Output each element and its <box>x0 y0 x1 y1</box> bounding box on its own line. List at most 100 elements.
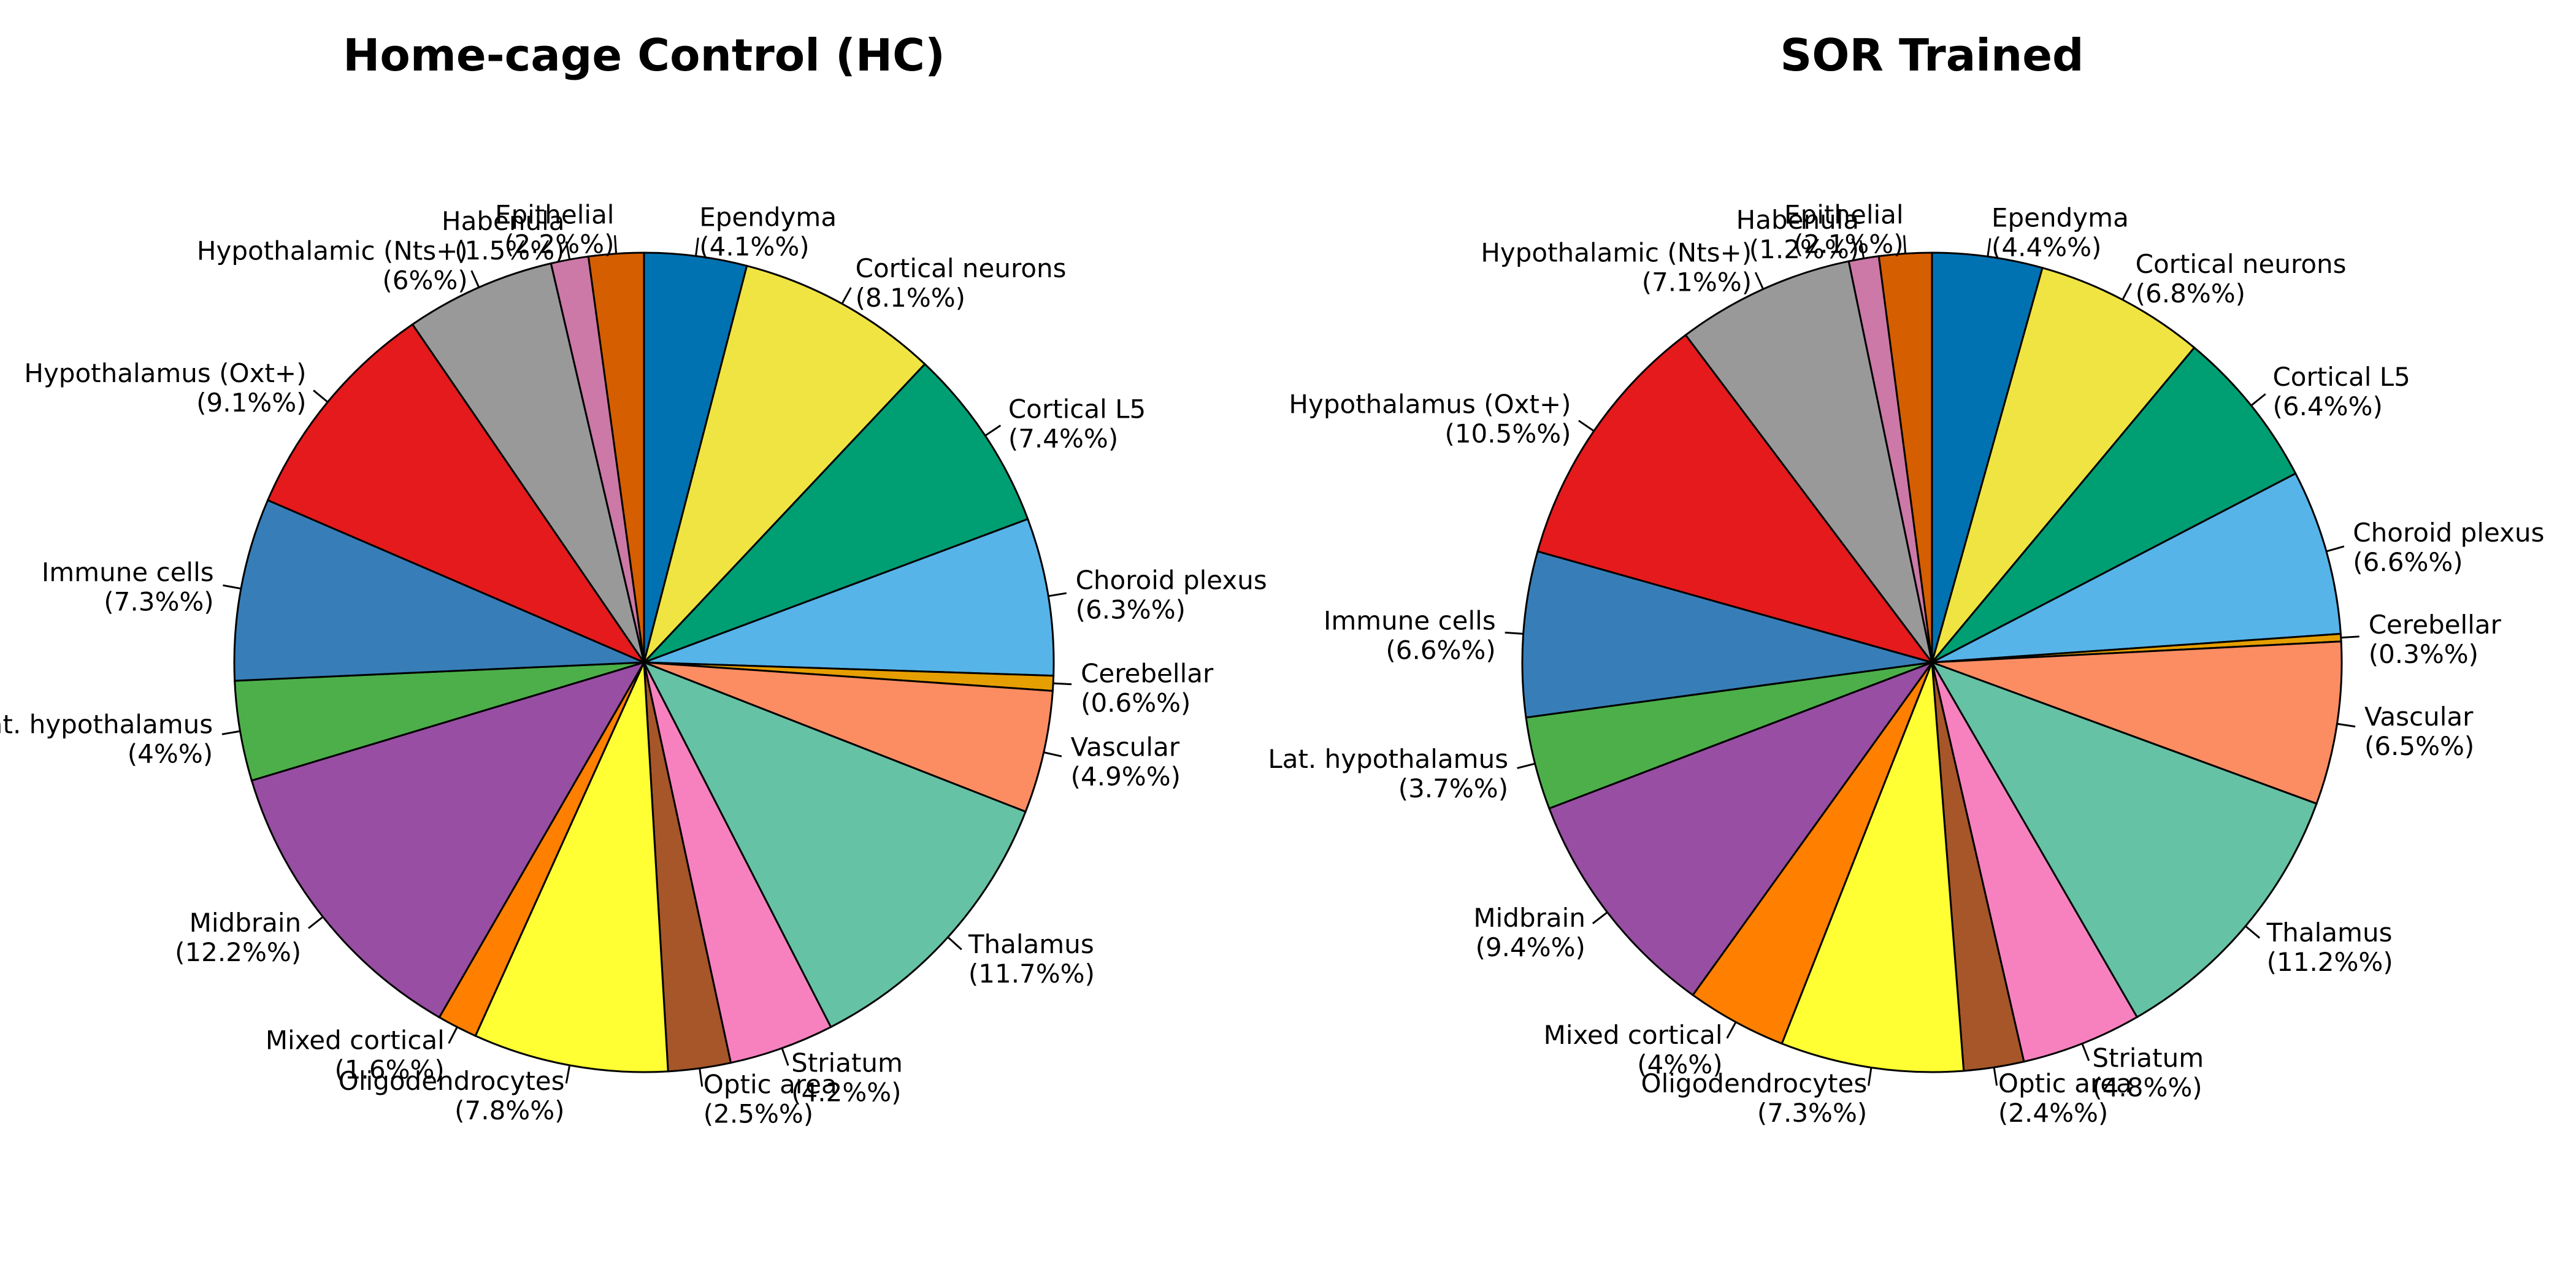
slice-label-hypothalamus-oxt: Hypothalamus (Oxt+) (9.1%%) <box>24 358 306 418</box>
slice-label-name: Optic area <box>703 1069 837 1099</box>
slice-label-percent: (2.1%%) <box>1793 229 1903 259</box>
slice-label-percent: (2.2%%) <box>504 229 614 259</box>
slice-label-percent: (4.4%%) <box>1991 232 2101 263</box>
slice-label-cortical-neurons: Cortical neurons (6.8%%) <box>2136 249 2347 309</box>
slice-striatum <box>1931 662 2139 1063</box>
leader-line-striatum <box>781 1048 789 1066</box>
slice-label-percent: (6.8%%) <box>2136 278 2245 309</box>
leader-line-optic-area <box>1993 1067 1998 1086</box>
slice-label-name: Hypothalamus (Oxt+) <box>24 358 306 388</box>
slice-label-name: Thalamus <box>968 929 1094 959</box>
slice-label-habenula: Habenula (1.5%%) <box>442 206 564 266</box>
slice-label-name: Midbrain <box>1473 903 1585 933</box>
slice-label-percent: (9.4%%) <box>1476 932 1585 962</box>
slice-label-vascular: Vascular (4.9%%) <box>1071 732 1181 792</box>
leader-line-cortical-neurons <box>841 287 852 304</box>
leader-line-immune-cells <box>1505 631 1524 635</box>
leader-line-epithelial <box>614 235 618 254</box>
slice-label-percent: (4.1%%) <box>699 232 809 262</box>
slice-label-lat-hypothalamus: Lat. hypothalamus (3.7%%) <box>1268 744 1508 803</box>
slice-label-percent: (6.3%%) <box>1076 595 1186 625</box>
pie-chart-home-cage-control: Home-cage Control (HC) Ependyma (4.1%%) Co… <box>0 29 1267 1129</box>
slice-label-name: Epithelial <box>495 200 615 230</box>
slice-label-name: Cortical L5 <box>1008 394 1146 424</box>
slice-label-name: Vascular <box>1071 732 1180 762</box>
slices-hc <box>233 251 1055 1073</box>
leader-line-thalamus <box>947 936 962 951</box>
slice-label-percent: (2.4%%) <box>1998 1098 2108 1128</box>
slice-label-percent: (6.6%%) <box>1386 635 1495 665</box>
slice-label-percent: (7.1%%) <box>1642 267 1752 297</box>
slice-label-percent: (4%%) <box>128 739 213 769</box>
slice-label-name: Habenula <box>1736 205 1859 235</box>
slice-label-mixed-cortical: Mixed cortical (1.6%%) <box>266 1025 445 1085</box>
leader-line-immune-cells <box>223 584 242 590</box>
slice-label-name: Cortical neurons <box>856 253 1067 283</box>
slice-label-percent: (4.8%%) <box>2092 1072 2202 1102</box>
leader-line-ependyma <box>1987 238 1991 257</box>
slice-label-name: Immune cells <box>1324 605 1496 635</box>
slice-midbrain <box>1547 660 1935 997</box>
leader-line-ependyma <box>695 237 699 256</box>
slice-label-name: Oligodendrocytes <box>339 1066 565 1096</box>
slice-label-vascular: Vascular (6.5%%) <box>2364 702 2474 761</box>
slice-thalamus <box>1930 661 2318 1019</box>
slice-label-choroid-plexus: Choroid plexus (6.3%%) <box>1076 565 1267 625</box>
slice-label-percent: (1.5%%) <box>454 236 564 266</box>
slice-label-name: Midbrain <box>190 908 302 938</box>
slice-label-percent: (6.5%%) <box>2364 731 2474 761</box>
slice-label-hypothalamus-oxt: Hypothalamus (Oxt+) (10.5%%) <box>1289 389 1571 448</box>
leader-line-choroid-plexus <box>1048 592 1067 597</box>
leader-line-cerebellar <box>2340 635 2359 639</box>
slice-label-percent: (1.6%%) <box>334 1055 444 1085</box>
leader-line-cerebellar <box>1053 682 1072 686</box>
slice-label-percent: (6%%) <box>382 265 467 295</box>
leader-line-hypothalamus-oxt <box>313 389 329 403</box>
slice-choroid-plexus <box>1931 472 2342 664</box>
slice-striatum <box>643 662 832 1064</box>
slice-vascular <box>1931 640 2343 805</box>
slice-label-thalamus: Thalamus (11.7%%) <box>968 929 1095 989</box>
slice-label-percent: (7.4%%) <box>1008 423 1118 453</box>
slice-label-name: Choroid plexus <box>2353 518 2544 548</box>
slice-label-percent: (12.2%%) <box>175 937 301 967</box>
slice-label-name: Cortical L5 <box>2272 362 2410 392</box>
slice-label-name: Mixed cortical <box>266 1025 445 1056</box>
slice-label-name: Lat. hypothalamus <box>1268 744 1508 774</box>
leader-line-vascular <box>1043 751 1062 757</box>
slice-label-lat-hypothalamus: Lat. hypothalamus(4%%) <box>0 710 213 769</box>
leader-line-lat-hypothalamus <box>1517 762 1536 769</box>
slice-label-ependyma: Ependyma (4.1%%) <box>699 202 837 262</box>
slice-oligodendrocytes <box>1781 662 1965 1073</box>
slice-label-cerebellar: Cerebellar (0.3%%) <box>2369 610 2502 669</box>
slice-label-hypothalamic-nts: Hypothalamic (Nts+) (7.1%%) <box>1481 237 1752 297</box>
slice-label-immune-cells: Immune cells (7.3%%) <box>42 558 214 617</box>
slice-label-midbrain: Midbrain (9.4%%) <box>1473 903 1585 962</box>
slice-label-name: Ependyma <box>699 202 837 232</box>
slice-label-percent: (11.7%%) <box>968 959 1095 989</box>
slice-label-percent: (0.6%%) <box>1081 688 1190 718</box>
slice-label-percent: (4.2%%) <box>791 1077 901 1107</box>
labels-sor: Ependyma (4.4%%)Cortical neurons (6.8%%)Co… <box>1268 200 2544 1129</box>
slice-label-habenula: Habenula (1.2%%) <box>1736 205 1859 264</box>
leader-line-hypothalamic-nts <box>1754 272 1765 290</box>
leader-line-habenula <box>1860 240 1865 259</box>
labels-hc: Ependyma (4.1%%)Cortical neurons (8.1%%)Co… <box>0 200 1267 1129</box>
slice-label-mixed-cortical: Mixed cortical (4%%) <box>1544 1020 1723 1079</box>
slice-label-percent: (11.2%%) <box>2267 947 2393 977</box>
leader-line-oligodendrocytes <box>565 1065 571 1084</box>
slice-label-percent: (9.1%%) <box>196 388 306 418</box>
slice-label-cerebellar: Cerebellar (0.6%%) <box>1081 658 1214 718</box>
slice-label-percent: (7.3%%) <box>104 587 213 617</box>
leader-line-cortical-l5 <box>2250 393 2266 407</box>
leader-line-vascular <box>2337 723 2356 728</box>
slice-label-name: Vascular <box>2364 702 2474 732</box>
slice-label-name: Hypothalamic (Nts+) <box>1481 237 1752 267</box>
slice-label-percent: (4%%) <box>1637 1049 1722 1079</box>
slice-label-percent: (7.8%%) <box>454 1095 564 1125</box>
slice-oligodendrocytes <box>474 662 669 1073</box>
slice-label-choroid-plexus: Choroid plexus (6.6%%) <box>2353 518 2544 577</box>
leader-line-habenula <box>565 241 571 260</box>
leader-line-optic-area <box>699 1068 703 1087</box>
